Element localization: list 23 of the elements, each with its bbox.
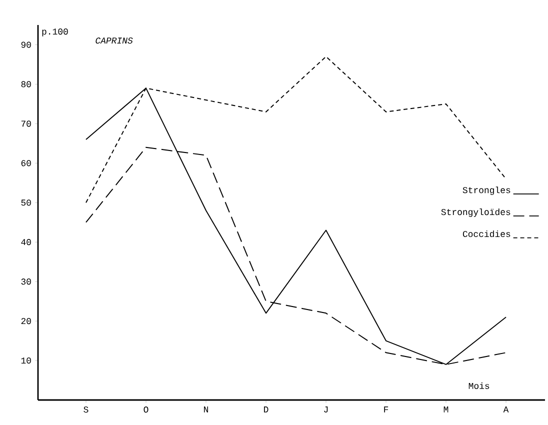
- legend-label: Strongles: [462, 186, 510, 195]
- y-tick-label: 60: [21, 160, 31, 166]
- y-tick-label: 40: [21, 239, 31, 246]
- x-tick-label: A: [503, 406, 509, 412]
- legend-label: Coccidies: [462, 230, 510, 238]
- text: CAPRINS: [96, 38, 133, 44]
- y-tick-label: 80: [21, 81, 31, 88]
- y-tick-label: 30: [21, 278, 31, 285]
- y-tick-label: 90: [21, 42, 31, 48]
- x-tick-label: D: [264, 406, 268, 412]
- x-tick-label: N: [204, 406, 208, 412]
- y-tick-label: 50: [21, 200, 31, 206]
- x-tick-label: O: [144, 406, 148, 413]
- x-axis-title: Mois: [468, 382, 490, 389]
- y-tick-label: 10: [21, 357, 31, 364]
- legend-label: Strongyloïdes: [441, 208, 510, 217]
- y-tick-label: 20: [21, 318, 31, 324]
- y-axis-title: p.100: [42, 28, 68, 36]
- x-tick-label: M: [444, 406, 448, 412]
- x-tick-label: F: [384, 406, 388, 412]
- y-tick-label: 70: [21, 120, 31, 127]
- x-tick-label: S: [84, 406, 88, 413]
- x-tick-label: J: [324, 406, 328, 413]
